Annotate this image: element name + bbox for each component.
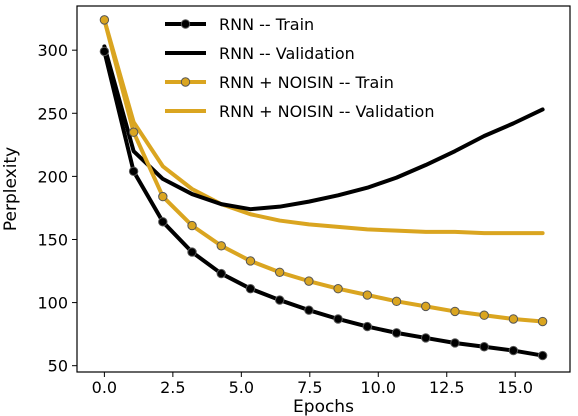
legend-label: RNN -- Train	[219, 15, 314, 34]
series-line	[102, 49, 545, 358]
x-tick-label: 12.5	[429, 378, 465, 397]
data-point	[187, 220, 197, 231]
y-tick-label: 250	[37, 104, 68, 123]
data-point	[216, 268, 226, 279]
x-tick-label: 15.0	[497, 378, 533, 397]
data-point	[128, 166, 139, 177]
legend-marker	[180, 19, 191, 29]
data-point	[362, 290, 373, 300]
data-point	[245, 256, 256, 266]
data-point	[537, 350, 548, 361]
series-layer	[99, 15, 548, 361]
data-point	[537, 316, 548, 327]
x-tick-label: 10.0	[360, 378, 396, 397]
data-point	[421, 333, 431, 343]
plot-area	[76, 5, 571, 373]
data-point	[508, 345, 519, 356]
data-point	[274, 267, 285, 277]
y-tick-label: 300	[37, 41, 68, 60]
data-point	[479, 342, 489, 352]
x-tick-label: 2.5	[160, 378, 185, 397]
data-point	[391, 328, 402, 338]
legend-label: RNN + NOISIN -- Train	[219, 73, 394, 92]
series-line	[102, 17, 545, 324]
legend-label: RNN -- Validation	[219, 44, 355, 63]
y-tick-label: 200	[37, 167, 68, 186]
x-tick-label: 0.0	[92, 378, 117, 397]
data-point	[391, 296, 402, 307]
y-axis-label: Perplexity	[1, 147, 21, 231]
data-point	[274, 295, 285, 305]
legend-label: RNN + NOISIN -- Validation	[219, 102, 434, 121]
data-point	[508, 314, 519, 324]
y-tick-label: 50	[48, 357, 68, 376]
data-point	[128, 127, 139, 137]
data-point	[99, 46, 110, 57]
data-point	[216, 241, 226, 251]
data-point	[333, 314, 343, 324]
data-point	[304, 276, 314, 286]
series-line	[102, 17, 545, 236]
y-tick-label: 100	[37, 294, 68, 313]
data-point	[245, 284, 256, 294]
data-point	[362, 321, 373, 332]
legend-marker	[180, 77, 191, 87]
x-axis: 0.0 2.5 5.0 7.5 10.0 12.5 15.0	[92, 372, 533, 397]
x-tick-label: 5.0	[229, 378, 254, 397]
data-point	[333, 284, 343, 294]
data-point	[479, 310, 489, 320]
y-axis: 50 100 150 200 250 300	[37, 41, 77, 376]
x-tick-label: 7.5	[297, 378, 322, 397]
data-point	[158, 191, 168, 202]
data-point	[450, 306, 460, 317]
data-point	[421, 301, 431, 312]
series-line	[102, 44, 545, 212]
plot-frame	[76, 5, 571, 373]
data-point	[304, 305, 314, 315]
x-axis-label: Epochs	[293, 397, 354, 416]
legend: RNN -- Train RNN -- Validation RNN + NOISI…	[165, 15, 434, 121]
data-point	[99, 15, 110, 25]
y-tick-label: 150	[37, 230, 68, 249]
data-point	[158, 217, 168, 227]
data-point	[450, 338, 460, 348]
data-point	[187, 247, 197, 257]
